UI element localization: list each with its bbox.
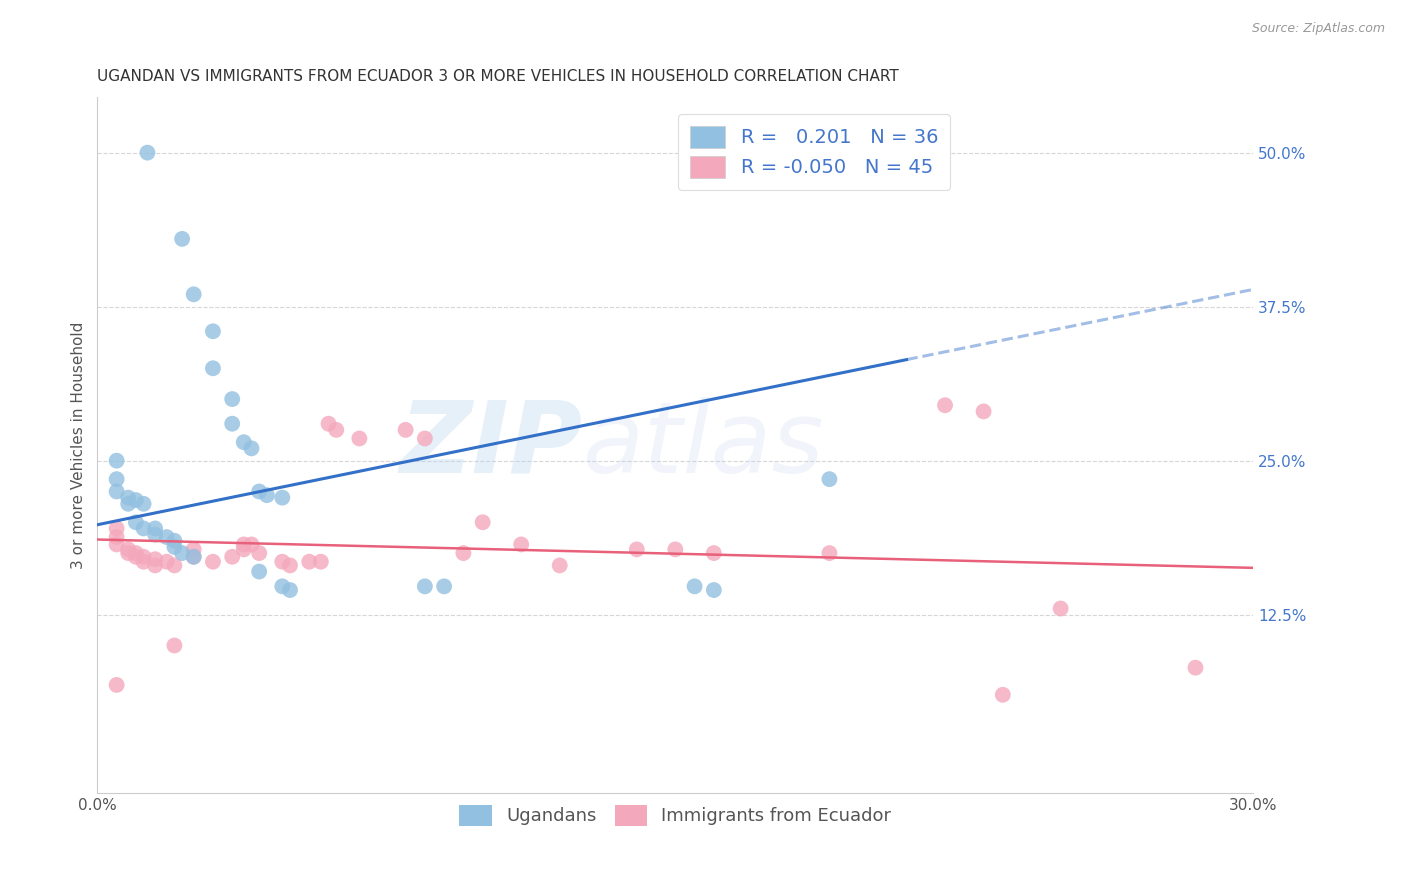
Point	[271, 491, 294, 505]
Point	[201, 555, 224, 569]
Point	[471, 516, 494, 530]
Point	[349, 432, 371, 446]
Text: Source: ZipAtlas.com: Source: ZipAtlas.com	[1251, 22, 1385, 36]
Point	[394, 423, 416, 437]
Point	[221, 392, 243, 406]
Point	[105, 530, 128, 544]
Point	[105, 472, 128, 486]
Point	[232, 435, 254, 450]
Point	[247, 484, 270, 499]
Point	[232, 542, 254, 557]
Point	[271, 579, 294, 593]
Point	[703, 546, 725, 560]
Point	[163, 540, 186, 554]
Point	[433, 579, 456, 593]
Point	[626, 542, 648, 557]
Point	[163, 639, 186, 653]
Point	[413, 579, 436, 593]
Point	[247, 546, 270, 560]
Point	[1049, 601, 1071, 615]
Point	[132, 521, 155, 535]
Point	[240, 537, 263, 551]
Point	[221, 549, 243, 564]
Point	[105, 537, 128, 551]
Point	[453, 546, 475, 560]
Point	[683, 579, 706, 593]
Point	[125, 493, 148, 508]
Point	[105, 484, 128, 499]
Point	[132, 555, 155, 569]
Point	[117, 546, 139, 560]
Point	[201, 361, 224, 376]
Point	[172, 546, 194, 560]
Point	[271, 555, 294, 569]
Text: atlas: atlas	[583, 397, 824, 494]
Point	[125, 516, 148, 530]
Point	[818, 546, 841, 560]
Point	[278, 582, 301, 597]
Point	[703, 582, 725, 597]
Point	[117, 497, 139, 511]
Point	[125, 546, 148, 560]
Point	[136, 145, 159, 160]
Point	[125, 549, 148, 564]
Point	[143, 558, 166, 573]
Point	[163, 533, 186, 548]
Point	[105, 453, 128, 467]
Point	[183, 542, 205, 557]
Text: UGANDAN VS IMMIGRANTS FROM ECUADOR 3 OR MORE VEHICLES IN HOUSEHOLD CORRELATION C: UGANDAN VS IMMIGRANTS FROM ECUADOR 3 OR …	[97, 69, 898, 84]
Point	[318, 417, 340, 431]
Point	[156, 530, 179, 544]
Point	[973, 404, 995, 418]
Point	[117, 542, 139, 557]
Point	[309, 555, 332, 569]
Point	[548, 558, 571, 573]
Point	[105, 521, 128, 535]
Point	[240, 442, 263, 456]
Text: ZIP: ZIP	[399, 397, 583, 494]
Point	[510, 537, 533, 551]
Point	[256, 488, 278, 502]
Point	[117, 491, 139, 505]
Point	[183, 287, 205, 301]
Point	[201, 324, 224, 338]
Point	[278, 558, 301, 573]
Point	[183, 549, 205, 564]
Point	[934, 398, 956, 412]
Point	[413, 432, 436, 446]
Point	[325, 423, 347, 437]
Point	[143, 527, 166, 541]
Point	[156, 555, 179, 569]
Point	[172, 232, 194, 246]
Point	[221, 417, 243, 431]
Point	[247, 565, 270, 579]
Point	[143, 521, 166, 535]
Point	[991, 688, 1014, 702]
Y-axis label: 3 or more Vehicles in Household: 3 or more Vehicles in Household	[72, 322, 86, 569]
Point	[664, 542, 686, 557]
Point	[183, 549, 205, 564]
Point	[143, 552, 166, 566]
Legend: Ugandans, Immigrants from Ecuador: Ugandans, Immigrants from Ecuador	[451, 797, 898, 833]
Point	[1184, 661, 1206, 675]
Point	[163, 558, 186, 573]
Point	[232, 537, 254, 551]
Point	[298, 555, 321, 569]
Point	[132, 497, 155, 511]
Point	[105, 678, 128, 692]
Point	[818, 472, 841, 486]
Point	[132, 549, 155, 564]
